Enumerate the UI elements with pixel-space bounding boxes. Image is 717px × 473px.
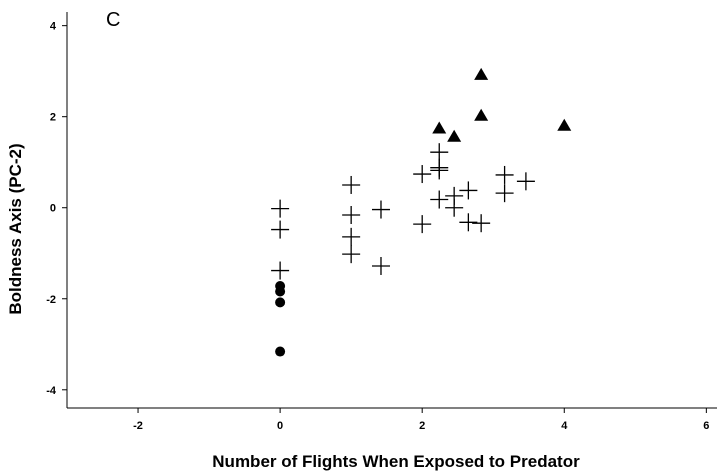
plus-point bbox=[495, 184, 514, 203]
x-tick-label: 2 bbox=[419, 420, 425, 432]
plus-point bbox=[459, 181, 478, 200]
plus-point bbox=[445, 198, 464, 217]
panel-label: C bbox=[106, 9, 120, 31]
y-tick-label: -4 bbox=[46, 385, 57, 397]
plus-point bbox=[371, 256, 390, 275]
plus-point bbox=[430, 161, 449, 180]
y-tick-label: 4 bbox=[50, 21, 57, 33]
plus-point bbox=[342, 175, 361, 194]
plus-point bbox=[371, 200, 390, 219]
plus-point bbox=[342, 245, 361, 264]
triangle-point bbox=[447, 129, 462, 142]
plus-point bbox=[271, 261, 290, 280]
plus-point bbox=[430, 143, 449, 162]
plus-point bbox=[495, 165, 514, 184]
plus-point bbox=[342, 206, 361, 225]
x-tick-label: -2 bbox=[133, 420, 143, 432]
y-tick-label: -2 bbox=[46, 294, 56, 306]
triangle-point bbox=[432, 121, 447, 134]
plus-point bbox=[459, 213, 478, 232]
data-points bbox=[271, 67, 572, 357]
plus-point bbox=[472, 214, 491, 233]
x-tick-label: 6 bbox=[703, 420, 709, 432]
plus-point bbox=[430, 190, 449, 209]
plus-point bbox=[271, 199, 290, 218]
circle-point bbox=[275, 286, 286, 297]
circle-point bbox=[275, 346, 286, 357]
axes bbox=[66, 12, 717, 409]
triangle-point bbox=[474, 67, 489, 80]
plus-point bbox=[413, 165, 432, 184]
plus-point bbox=[271, 220, 290, 239]
x-tick-label: 0 bbox=[277, 420, 283, 432]
y-tick-label: 0 bbox=[50, 203, 56, 215]
y-tick-label: 2 bbox=[50, 112, 56, 124]
circle-point bbox=[275, 297, 286, 308]
x-axis-label: Number of Flights When Exposed to Predat… bbox=[212, 452, 580, 471]
plus-point bbox=[516, 172, 535, 191]
plus-point bbox=[413, 215, 432, 234]
plus-point bbox=[342, 227, 361, 246]
triangle-point bbox=[557, 118, 572, 131]
y-axis-label: Boldness Axis (PC-2) bbox=[6, 143, 25, 314]
x-tick-label: 4 bbox=[561, 420, 568, 432]
triangle-point bbox=[474, 108, 489, 121]
ticks: -2 0 2 4 6 -4 -2 0 2 4 bbox=[46, 21, 709, 432]
